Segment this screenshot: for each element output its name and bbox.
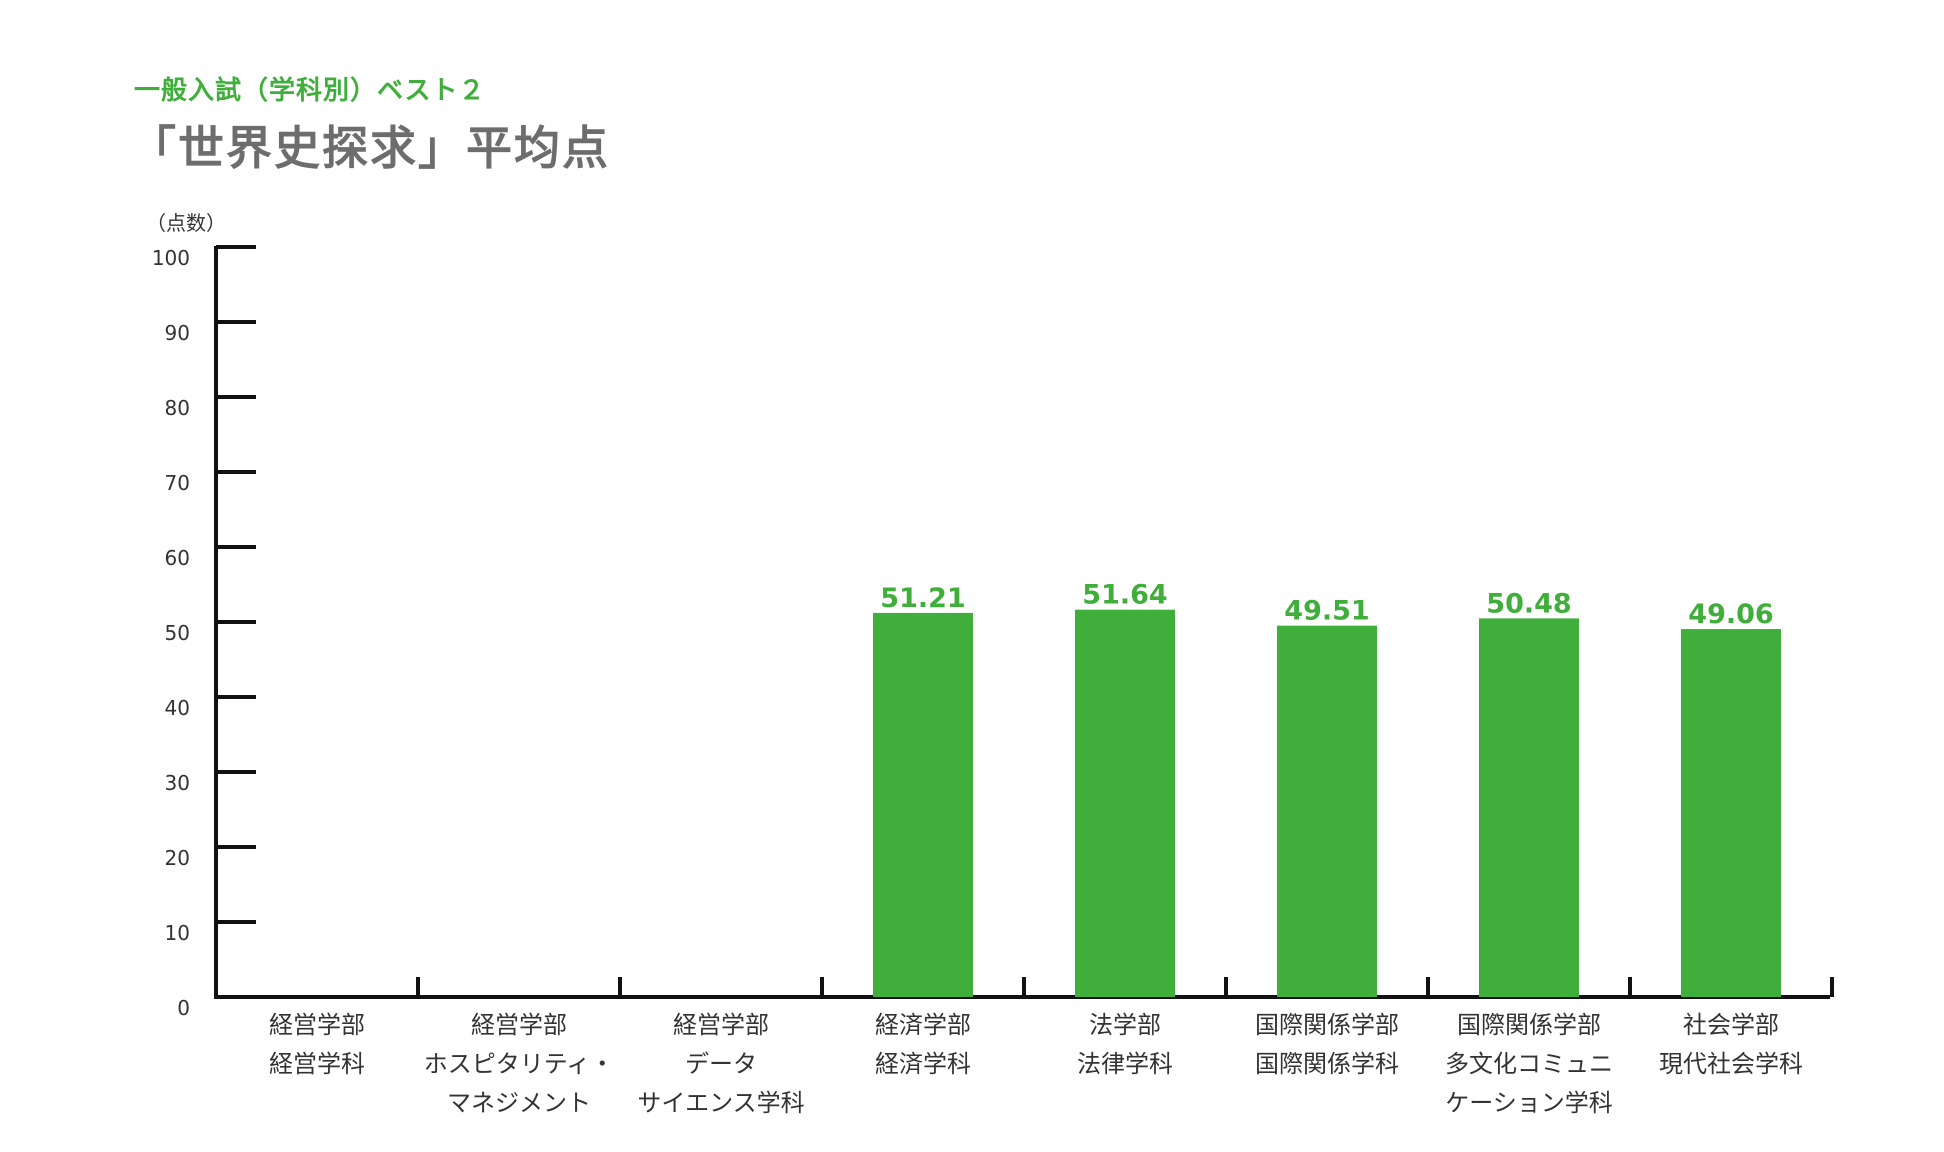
category-label: 現代社会学科 [1659,1050,1803,1078]
category-label: ケーション学科 [1445,1089,1613,1117]
y-tick-label: 20 [165,846,190,870]
category-label: 法学部 [1089,1011,1161,1039]
y-axis-label: （点数） [146,211,226,235]
category-label: 経営学部 [471,1011,567,1039]
data-label: 49.51 [1284,596,1369,627]
bar [873,612,973,997]
category-label: 経済学科 [875,1050,971,1078]
category-label: 多文化コミュニ [1445,1050,1613,1078]
category-label: ホスピタリティ・ [424,1050,615,1078]
y-tick-label: 90 [165,321,190,345]
y-tick-label: 60 [165,546,190,570]
category-label: データ [685,1050,757,1078]
category-label: 経営学科 [269,1050,365,1078]
category-label: 経営学部 [673,1011,769,1039]
bar [1681,629,1781,997]
bar [1277,625,1377,997]
data-label: 51.21 [880,583,965,614]
bar [1479,618,1579,997]
category-label: 国際関係学部 [1255,1011,1399,1039]
category-label: マネジメント [447,1089,591,1117]
data-label: 49.06 [1688,599,1773,630]
bar [1075,609,1175,997]
category-label: 国際関係学科 [1255,1050,1399,1078]
category-label: 経営学部 [269,1011,365,1039]
category-label: 社会学部 [1683,1011,1779,1039]
chart-title: 「世界史探求」平均点 [130,121,610,175]
data-label: 51.64 [1082,580,1167,611]
y-tick-label: 10 [165,921,190,945]
data-label: 50.48 [1486,588,1571,619]
y-tick-label: 30 [165,771,190,795]
y-tick-label: 100 [152,246,190,270]
category-label: 経済学部 [875,1011,971,1039]
y-tick-label: 70 [165,471,190,495]
category-label: 国際関係学部 [1457,1011,1601,1039]
y-tick-label: 0 [177,996,190,1020]
y-tick-label: 80 [165,396,190,420]
category-label: サイエンス学科 [637,1089,804,1117]
chart-subtitle: 一般入試（学科別）ベスト２ [134,76,486,106]
category-label: 法律学科 [1077,1050,1173,1078]
y-tick-label: 50 [165,621,190,645]
y-tick-label: 40 [165,696,190,720]
